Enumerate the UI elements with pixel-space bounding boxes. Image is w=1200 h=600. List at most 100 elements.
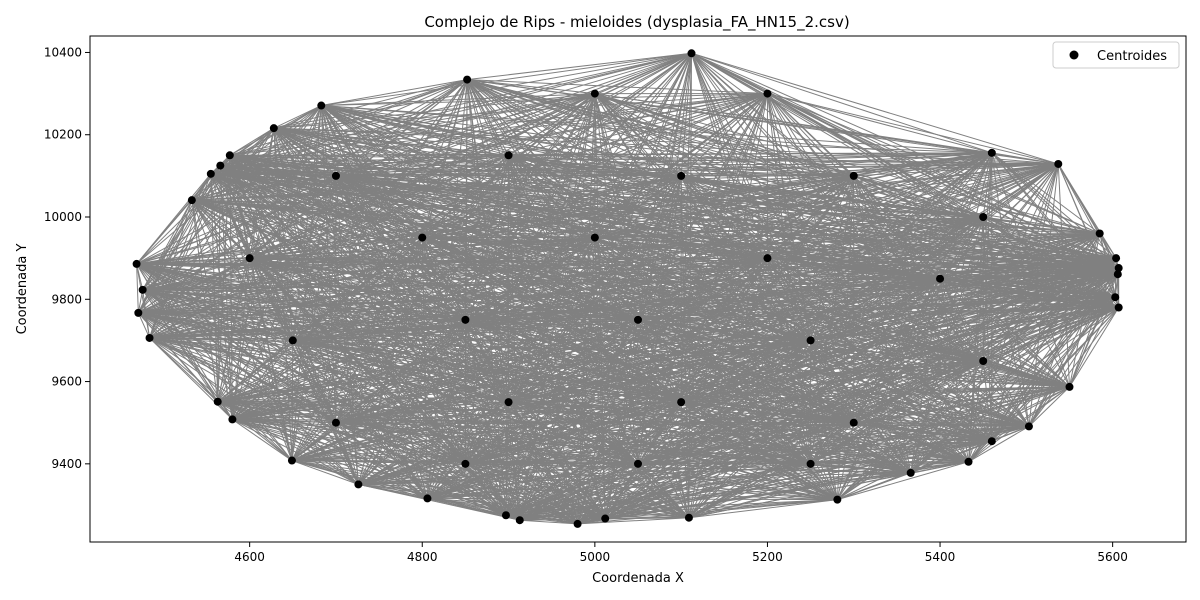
rips-edge xyxy=(680,175,855,423)
rips-edge xyxy=(991,152,1117,259)
rips-edge xyxy=(810,267,1119,465)
rips-edge xyxy=(232,319,466,420)
rips-edge xyxy=(983,307,1119,362)
rips-edge xyxy=(465,232,1100,465)
rips-edge xyxy=(249,175,337,259)
rips-edge xyxy=(335,175,854,424)
rips-edge xyxy=(680,257,1117,403)
rips-edge xyxy=(508,401,838,501)
rips-edge xyxy=(767,93,984,218)
rips-edge xyxy=(637,257,768,465)
rips-edge xyxy=(136,263,139,313)
y-tick-label: 9400 xyxy=(51,457,82,471)
rips-edge xyxy=(810,339,1030,427)
rips-edge xyxy=(767,93,1100,234)
centroid-point xyxy=(504,151,513,160)
rips-edge xyxy=(273,93,768,129)
rips-edge xyxy=(810,425,1030,465)
y-tick-label: 10200 xyxy=(44,128,82,142)
rips-edge xyxy=(465,463,507,516)
rips-edge xyxy=(508,154,1059,165)
rips-edge xyxy=(321,79,468,107)
centroid-point xyxy=(806,336,815,345)
rips-edge xyxy=(983,360,1070,388)
centroid-point xyxy=(833,495,842,504)
rips-edge xyxy=(335,175,993,442)
rips-edge xyxy=(335,93,768,177)
rips-edge xyxy=(637,257,768,321)
rips-edge xyxy=(138,175,337,314)
y-axis-ticks: 9400 9600 9800 10000 10200 10400 xyxy=(44,45,90,471)
rips-edge xyxy=(465,175,682,321)
rips-edge xyxy=(680,339,811,403)
rips-edge xyxy=(464,401,509,465)
rips-edge xyxy=(519,175,682,521)
rips-edge xyxy=(982,152,993,362)
rips-edge xyxy=(335,93,596,177)
rips-edge xyxy=(465,440,992,465)
centroid-point xyxy=(132,259,141,268)
centroid-point xyxy=(1095,229,1104,238)
rips-edge xyxy=(982,216,1030,427)
rips-edge xyxy=(637,422,854,465)
rips-edge xyxy=(231,340,294,420)
rips-edge xyxy=(767,232,1100,259)
rips-edge xyxy=(136,127,275,265)
rips-edge xyxy=(217,340,294,403)
rips-edge xyxy=(421,237,466,464)
rips-edge xyxy=(767,93,992,154)
x-tick-label: 5000 xyxy=(580,550,611,564)
legend-marker xyxy=(1069,50,1079,60)
centroid-point xyxy=(138,285,147,294)
centroid-point xyxy=(573,519,582,528)
rips-edge xyxy=(292,340,359,485)
centroid-point xyxy=(634,459,642,468)
rips-edge xyxy=(508,52,692,156)
rips-edge xyxy=(149,175,337,339)
rips-edge xyxy=(217,258,251,402)
rips-edge xyxy=(292,340,337,423)
rips-edge xyxy=(991,425,1030,442)
rips-edge xyxy=(1057,163,1101,234)
rips-edge xyxy=(249,175,854,259)
rips-edge xyxy=(910,307,1119,474)
rips-edge xyxy=(465,93,768,321)
rips-edge xyxy=(680,152,993,403)
rips-edge xyxy=(291,175,337,461)
rips-edge xyxy=(335,422,466,465)
rips-edge xyxy=(249,237,595,259)
rips-edge xyxy=(637,463,911,474)
centroid-point xyxy=(463,75,472,84)
rips-edge xyxy=(464,155,510,464)
rips-edge xyxy=(637,278,941,465)
y-tick-label: 9800 xyxy=(51,292,82,306)
rips-edge xyxy=(968,425,1030,463)
rips-edge xyxy=(232,93,768,420)
rips-edge xyxy=(465,175,854,321)
centroid-point xyxy=(216,161,225,170)
centroid-point xyxy=(331,418,340,427)
rips-edge xyxy=(292,154,509,341)
rips-edge xyxy=(136,175,337,265)
rips-edge xyxy=(422,216,984,239)
rips-edge xyxy=(637,340,811,465)
rips-edge xyxy=(1114,258,1117,298)
x-tick-label: 4600 xyxy=(234,550,265,564)
rips-edge xyxy=(767,93,984,362)
rips-edge xyxy=(837,461,969,501)
rips-edge xyxy=(982,163,1059,362)
rips-edge xyxy=(810,463,911,474)
rips-edge xyxy=(210,173,423,239)
rips-edge xyxy=(291,340,294,461)
rips-edge xyxy=(321,105,682,177)
rips-edge xyxy=(335,422,578,525)
rips-edge xyxy=(335,422,838,501)
rips-edge xyxy=(335,401,509,424)
centroid-point xyxy=(213,397,222,406)
rips-edge xyxy=(637,463,838,501)
rips-edge xyxy=(249,257,1116,298)
rips-edge xyxy=(766,258,812,464)
rips-edge xyxy=(249,257,521,521)
rips-edge xyxy=(321,93,768,107)
rips-edge xyxy=(680,402,690,518)
